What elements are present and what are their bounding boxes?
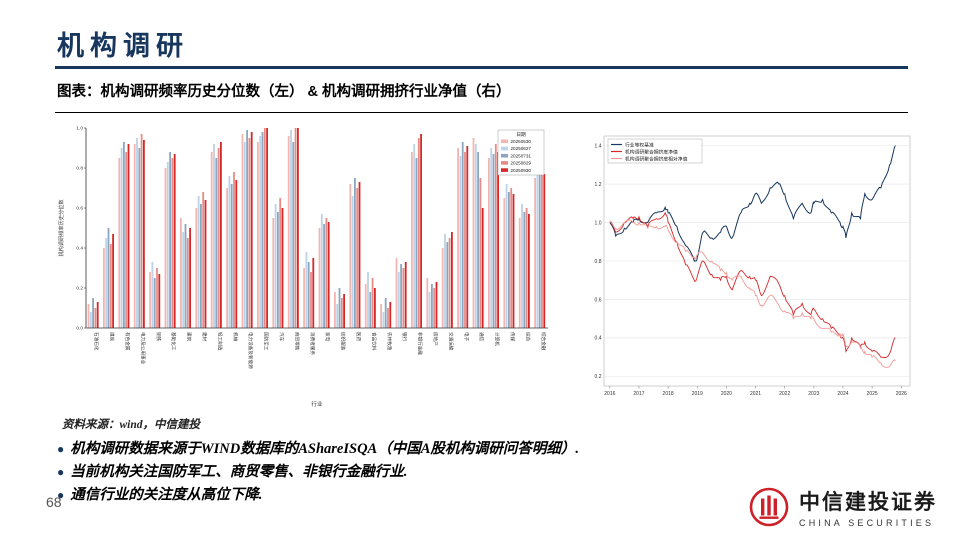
logo-name-cn: 中信建投证券 (799, 490, 937, 514)
page-title: 机构调研 (57, 31, 189, 61)
svg-text:计算机: 计算机 (494, 332, 501, 346)
svg-text:0.8: 0.8 (76, 166, 83, 172)
bullet-dot-icon: ● (57, 442, 65, 456)
svg-text:电力设备及新能源: 电力设备及新能源 (247, 332, 254, 369)
svg-text:综合金融: 综合金融 (540, 332, 547, 351)
svg-text:2016: 2016 (604, 391, 615, 397)
svg-text:综合: 综合 (524, 332, 531, 342)
bullet-text: 当前机构关注国防军工、商贸零售、非银行金融行业. (70, 464, 408, 480)
svg-text:建筑: 建筑 (186, 332, 193, 342)
svg-text:消费者服务: 消费者服务 (309, 332, 316, 355)
svg-text:煤炭: 煤炭 (109, 332, 116, 342)
svg-text:电子: 电子 (464, 332, 470, 342)
svg-text:20250731: 20250731 (511, 153, 532, 158)
svg-text:0.2: 0.2 (595, 374, 602, 380)
svg-text:医药: 医药 (355, 332, 362, 342)
svg-text:20250930: 20250930 (511, 168, 532, 173)
svg-text:通信: 通信 (478, 332, 485, 342)
svg-text:20250829: 20250829 (511, 161, 532, 166)
svg-text:20250530: 20250530 (511, 139, 532, 144)
svg-text:行业等权基准: 行业等权基准 (625, 141, 654, 148)
bullet-dot-icon: ● (57, 488, 65, 502)
svg-text:交通运输: 交通运输 (447, 332, 454, 351)
svg-text:农林牧渔: 农林牧渔 (386, 332, 393, 351)
svg-text:0.2: 0.2 (76, 286, 83, 292)
svg-text:2026: 2026 (896, 391, 907, 397)
svg-text:基础化工: 基础化工 (170, 332, 177, 351)
svg-text:2024: 2024 (837, 391, 848, 397)
bullet-text: 通信行业的关注度从高位下降. (70, 487, 263, 503)
svg-text:0.0: 0.0 (76, 326, 83, 332)
line-chart-svg: 0.2 0.4 0.6 0.8 1.0 1.2 1.4 2016 2017 2018 2019 202… (595, 135, 911, 397)
svg-text:非银行金融: 非银行金融 (417, 332, 424, 355)
svg-text:房地产: 房地产 (432, 332, 439, 346)
svg-text:2019: 2019 (692, 391, 703, 397)
svg-text:石油石化: 石油石化 (93, 332, 100, 351)
svg-text:建材: 建材 (201, 332, 208, 342)
svg-text:电力及公用事业: 电力及公用事业 (139, 332, 146, 365)
svg-text:汽车: 汽车 (278, 332, 285, 342)
svg-text:2020: 2020 (721, 391, 732, 397)
svg-text:钢铁: 钢铁 (155, 332, 162, 342)
svg-text:0.6: 0.6 (595, 297, 602, 303)
svg-text:有色金属: 有色金属 (124, 332, 131, 351)
bullet-item: ● 机构调研数据来源于WIND数据库的AShareISQA（中国A股机构调研问答… (57, 440, 579, 459)
svg-text:家电: 家电 (325, 332, 331, 342)
svg-text:2025: 2025 (867, 391, 878, 397)
bar-chart-svg: 0.0 0.2 0.4 0.6 0.8 1.0 石油石化 煤炭 有色金属 电力及公用事业 钢铁 基础化… (57, 126, 548, 408)
line-chart-crowded-industry-net-value: 0.2 0.4 0.6 0.8 1.0 1.2 1.4 2016 2017 2018 2019 202… (578, 122, 918, 408)
svg-text:1.0: 1.0 (595, 220, 602, 226)
logo-text: 中信建投证券 CHINA SECURITIES (799, 486, 937, 528)
svg-text:食品饮料: 食品饮料 (370, 332, 377, 351)
svg-text:轻工制造: 轻工制造 (216, 332, 223, 351)
svg-text:银行: 银行 (401, 332, 408, 342)
svg-text:2022: 2022 (779, 391, 790, 397)
bar-chart-survey-frequency-percentile: 0.0 0.2 0.4 0.6 0.8 1.0 石油石化 煤炭 有色金属 电力及公用事业 钢铁 基础化… (56, 118, 556, 410)
svg-text:2017: 2017 (633, 391, 644, 397)
svg-text:0.4: 0.4 (76, 246, 83, 252)
svg-text:0.8: 0.8 (595, 259, 602, 265)
svg-text:0.6: 0.6 (76, 206, 83, 212)
svg-text:机构调研频率历史分位数: 机构调研频率历史分位数 (57, 199, 65, 257)
bullet-item: ● 当前机构关注国防军工、商贸零售、非银行金融行业. (57, 463, 579, 482)
svg-text:传媒: 传媒 (509, 332, 516, 342)
svg-text:1.2: 1.2 (595, 182, 602, 188)
svg-text:纺织服装: 纺织服装 (340, 332, 347, 351)
svg-text:2018: 2018 (663, 391, 674, 397)
page-number: 68 (46, 494, 62, 510)
title-divider (55, 66, 908, 69)
svg-text:20250627: 20250627 (511, 146, 532, 151)
figure-caption: 图表：机构调研频率历史分位数（左） & 机构调研拥挤行业净值（右） (57, 84, 511, 100)
svg-text:1.4: 1.4 (595, 143, 602, 149)
svg-text:日期: 日期 (516, 132, 526, 138)
svg-text:机构调研聚合拥挤度净值: 机构调研聚合拥挤度净值 (625, 148, 678, 155)
bullet-list: ● 机构调研数据来源于WIND数据库的AShareISQA（中国A股机构调研问答… (57, 440, 579, 509)
svg-text:2021: 2021 (750, 391, 761, 397)
svg-text:商贸零售: 商贸零售 (293, 332, 300, 351)
company-logo: 中信建投证券 CHINA SECURITIES (748, 486, 937, 528)
logo-emblem-icon (749, 487, 789, 527)
svg-text:2023: 2023 (808, 391, 819, 397)
svg-text:机构调研聚合拥挤度相对净值: 机构调研聚合拥挤度相对净值 (625, 155, 688, 162)
caption-divider (55, 112, 908, 113)
bullet-text: 机构调研数据来源于WIND数据库的AShareISQA（中国A股机构调研问答明细… (70, 441, 580, 457)
source-note: 资料来源：wind，中信建投 (62, 419, 201, 431)
svg-text:机械: 机械 (232, 332, 239, 342)
bullet-item: ● 通信行业的关注度从高位下降. (57, 486, 579, 505)
bullet-dot-icon: ● (57, 465, 65, 479)
svg-text:1.0: 1.0 (76, 126, 83, 132)
svg-text:0.4: 0.4 (595, 336, 602, 342)
logo-name-en: CHINA SECURITIES (799, 518, 935, 528)
svg-text:国防军工: 国防军工 (263, 332, 270, 351)
svg-text:行业: 行业 (311, 400, 323, 408)
